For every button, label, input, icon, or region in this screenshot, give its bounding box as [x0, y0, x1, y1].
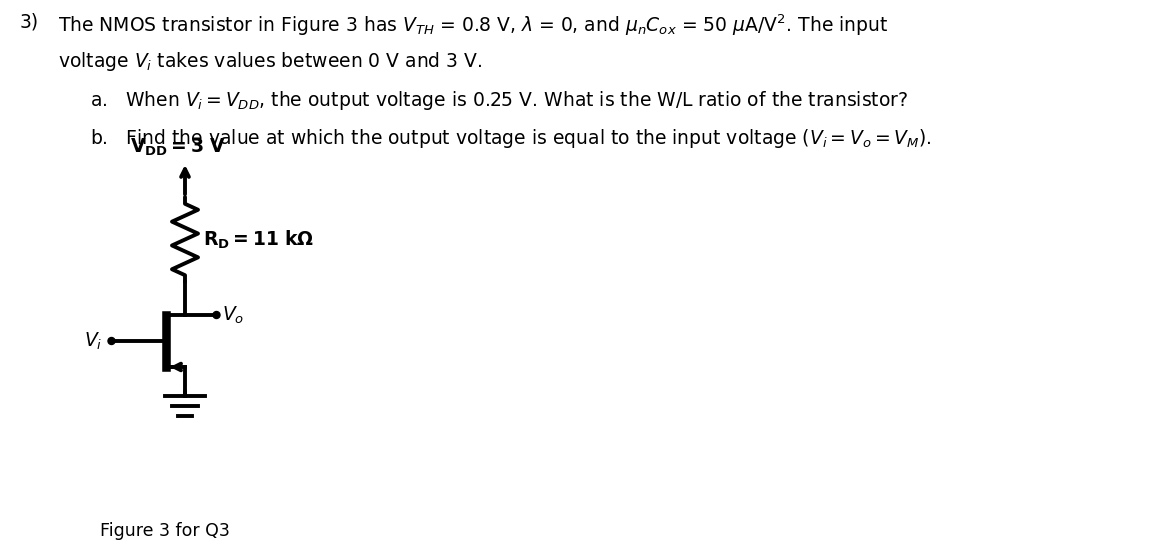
Text: 3): 3): [20, 12, 40, 31]
Text: $V_i$: $V_i$: [84, 330, 102, 351]
Text: a.   When $V_i = V_{DD}$, the output voltage is 0.25 V. What is the W/L ratio of: a. When $V_i = V_{DD}$, the output volta…: [89, 89, 909, 112]
Circle shape: [108, 338, 115, 344]
Text: Figure 3 for Q3: Figure 3 for Q3: [100, 522, 230, 540]
Text: $\mathbf{R_D = 11\ k\Omega}$: $\mathbf{R_D = 11\ k\Omega}$: [203, 228, 314, 251]
Circle shape: [213, 311, 220, 319]
Text: voltage $V_i$ takes values between 0 V and 3 V.: voltage $V_i$ takes values between 0 V a…: [58, 50, 482, 73]
Text: b.   Find the value at which the output voltage is equal to the input voltage ($: b. Find the value at which the output vo…: [89, 127, 932, 150]
Text: $V_o$: $V_o$: [222, 304, 244, 326]
Text: The NMOS transistor in Figure 3 has $V_{TH}$ = 0.8 V, $\lambda$ = 0, and $\mu_n : The NMOS transistor in Figure 3 has $V_{…: [58, 12, 888, 37]
Text: $\mathbf{V_{DD} = 3\ V}$: $\mathbf{V_{DD} = 3\ V}$: [130, 136, 225, 158]
